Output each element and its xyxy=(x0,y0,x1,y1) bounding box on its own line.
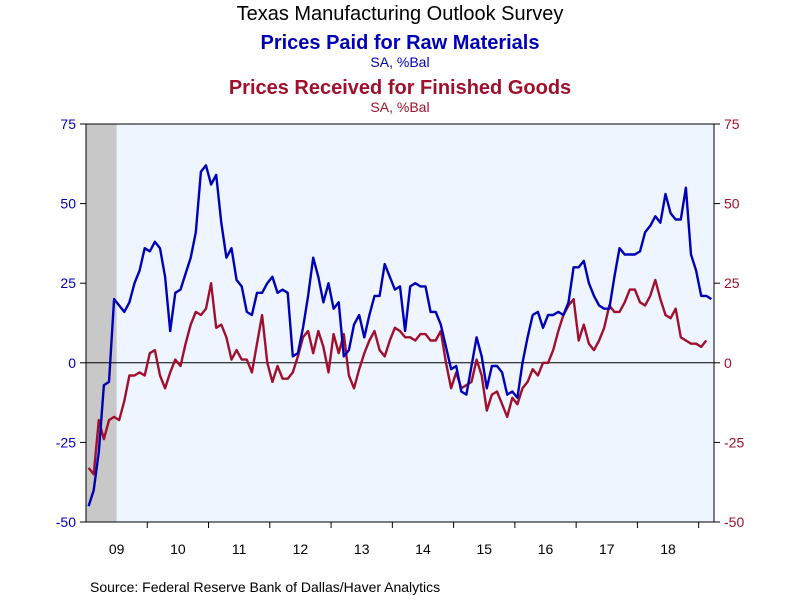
right-y-tick-label: 50 xyxy=(724,196,740,212)
x-tick: 12 xyxy=(293,541,309,557)
right-y-tick: 25 xyxy=(714,275,740,291)
left-y-tick: -25 xyxy=(56,434,86,450)
right-y-tick: -50 xyxy=(714,514,744,530)
x-tick-label: 10 xyxy=(170,541,186,557)
right-y-tick-label: -50 xyxy=(724,514,744,530)
right-y-tick-label: 25 xyxy=(724,275,740,291)
x-tick: 10 xyxy=(170,541,186,557)
right-y-tick: 75 xyxy=(714,116,740,132)
series-prices-paid-line xyxy=(87,164,713,507)
right-y-tick: -25 xyxy=(714,434,744,450)
right-y-tick-label: 0 xyxy=(724,355,732,371)
left-y-tick: -50 xyxy=(56,514,86,530)
x-axis: 09 10 11 12 13 14 15 16 17 18 xyxy=(109,522,700,557)
left-y-tick-label: 50 xyxy=(60,196,76,212)
series-layer xyxy=(87,164,713,507)
x-tick: 13 xyxy=(354,541,370,557)
left-y-tick: 25 xyxy=(60,275,86,291)
x-tick-label: 17 xyxy=(599,541,615,557)
series-prices-received-line xyxy=(87,278,708,476)
plot-frame xyxy=(85,123,715,523)
x-tick-label: 12 xyxy=(293,541,309,557)
left-y-tick-label: 75 xyxy=(60,116,76,132)
x-tick: 16 xyxy=(538,541,554,557)
x-tick-label: 14 xyxy=(415,541,431,557)
x-tick-label: 11 xyxy=(232,541,247,557)
x-tick: 18 xyxy=(660,541,676,557)
left-y-tick: 50 xyxy=(60,196,86,212)
left-y-tick: 0 xyxy=(68,355,86,371)
x-tick: 15 xyxy=(476,541,492,557)
x-tick-label: 16 xyxy=(538,541,554,557)
x-tick-label: 13 xyxy=(354,541,370,557)
x-tick: 11 xyxy=(232,541,247,557)
series1-title: Prices Paid for Raw Materials xyxy=(260,32,540,54)
left-y-tick-label: -50 xyxy=(56,514,76,530)
left-y-axis: 75 50 25 0 -25 -50 xyxy=(56,116,86,530)
x-tick-label: 18 xyxy=(660,541,676,557)
right-y-tick: 50 xyxy=(714,196,740,212)
x-tick-label: 09 xyxy=(109,541,125,557)
x-tick: 14 xyxy=(415,541,431,557)
x-tick: 17 xyxy=(599,541,615,557)
right-y-tick: 0 xyxy=(714,355,732,371)
right-y-tick-label: 75 xyxy=(724,116,740,132)
series1-unit: SA, %Bal xyxy=(370,54,430,70)
x-tick-label: 15 xyxy=(476,541,492,557)
series2-unit: SA, %Bal xyxy=(370,99,430,115)
right-y-axis: 75 50 25 0 -25 -50 xyxy=(714,116,744,530)
x-tick: 09 xyxy=(109,541,125,557)
left-y-tick: 75 xyxy=(60,116,86,132)
source-note: Source: Federal Reserve Bank of Dallas/H… xyxy=(90,579,441,595)
left-y-tick-label: 25 xyxy=(60,275,76,291)
right-y-tick-label: -25 xyxy=(724,434,744,450)
chart-title: Texas Manufacturing Outlook Survey xyxy=(236,3,564,25)
left-y-tick-label: -25 xyxy=(56,434,76,450)
plot-area xyxy=(86,124,714,522)
left-y-tick-label: 0 xyxy=(68,355,76,371)
series2-title: Prices Received for Finished Goods xyxy=(228,77,572,99)
